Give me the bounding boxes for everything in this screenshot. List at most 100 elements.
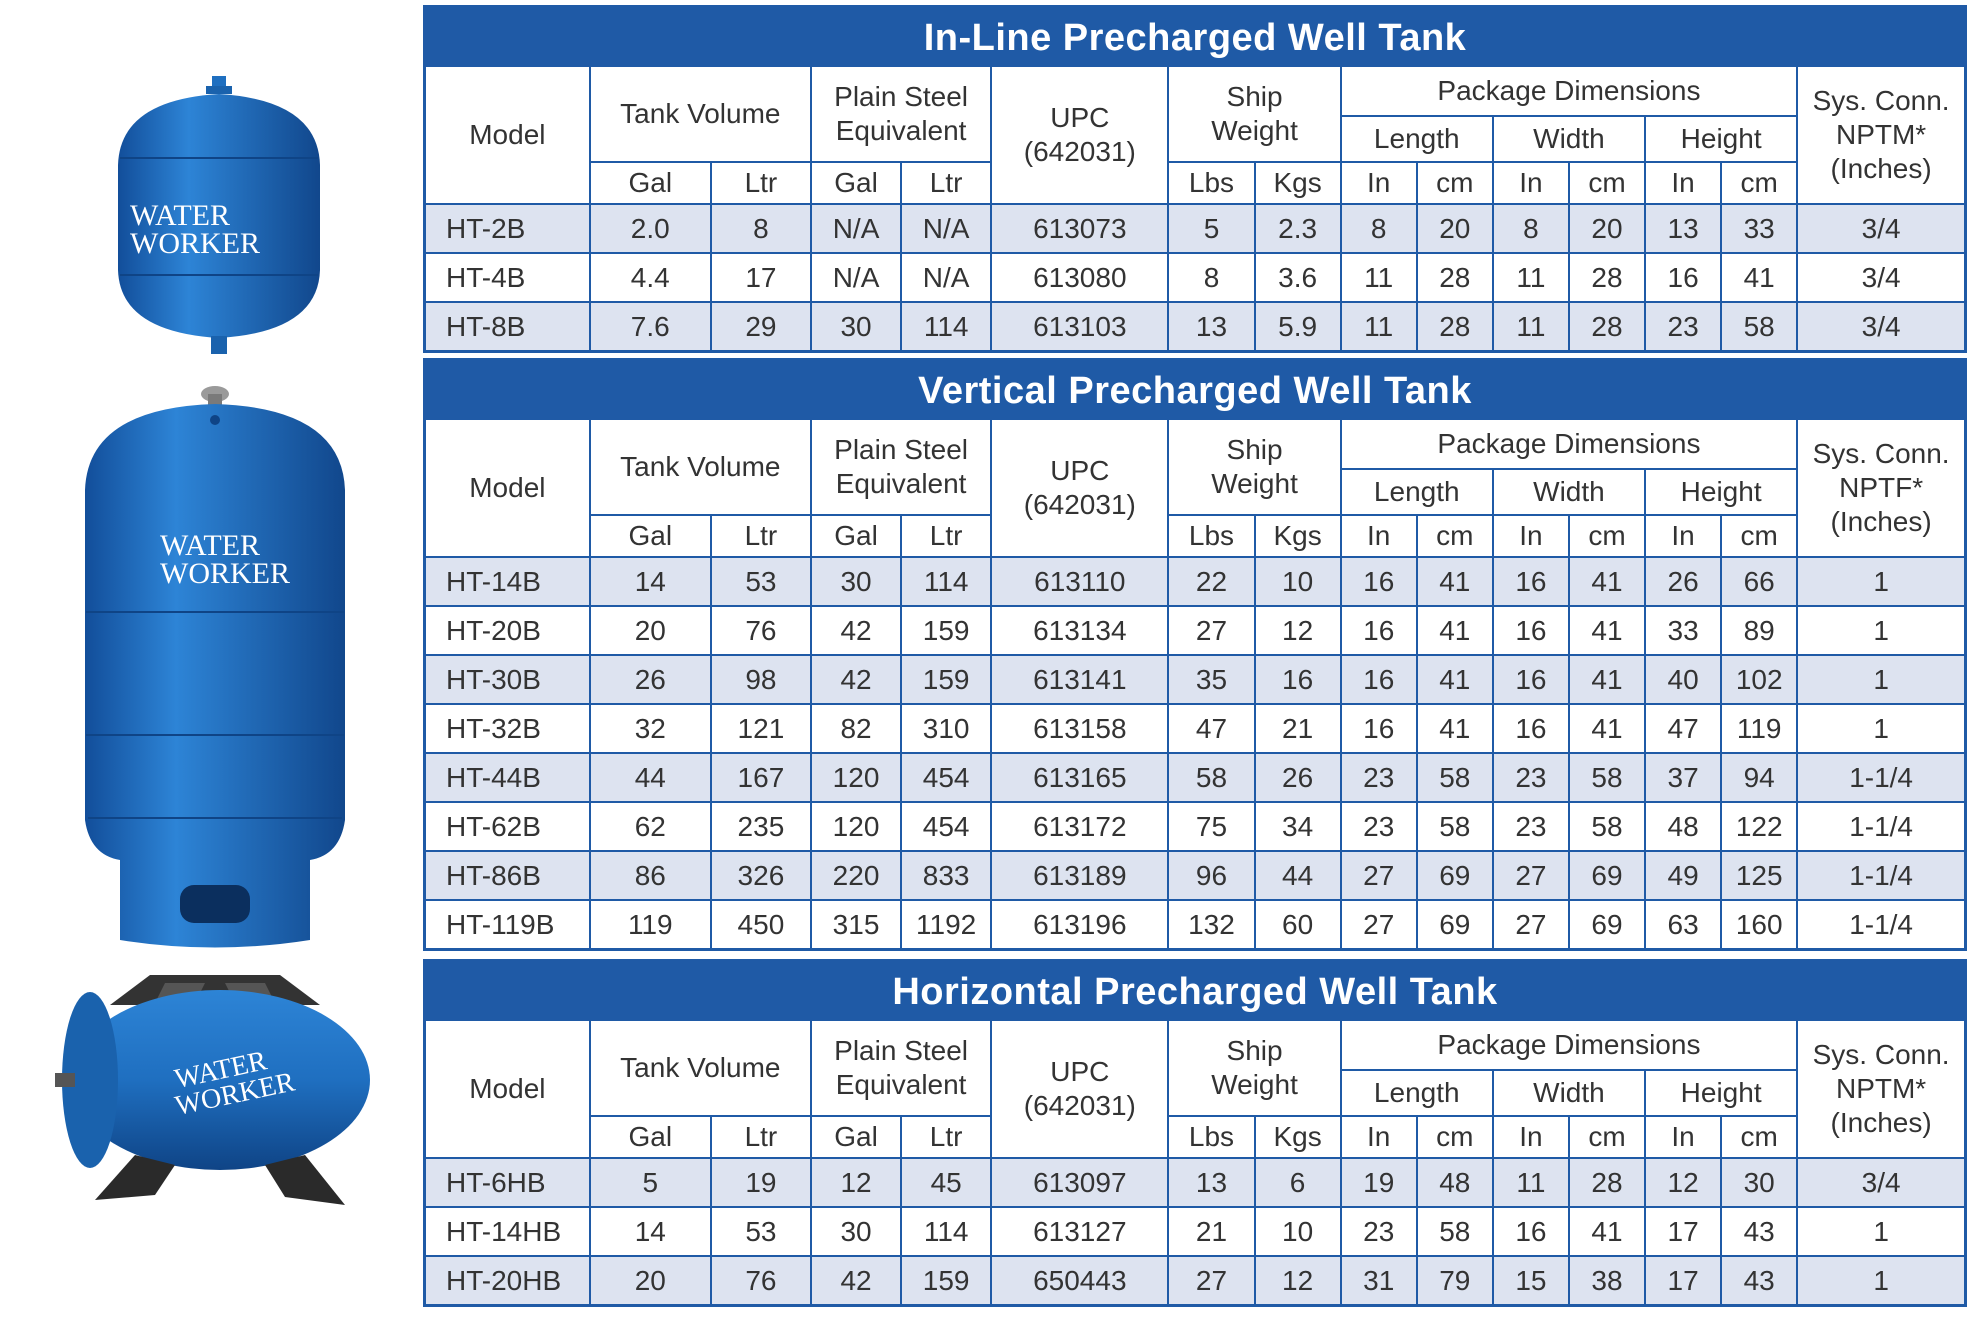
table-cell: 16 — [1644, 252, 1723, 303]
equivalent-label: Equivalent — [835, 468, 967, 499]
table-cell: 41 — [1720, 252, 1799, 303]
unit-header-in: In — [1644, 1115, 1723, 1159]
table-cell: 34 — [1253, 801, 1342, 852]
unit-header-cm: cm — [1720, 514, 1799, 558]
unit-header-in: In — [1339, 514, 1418, 558]
column-header-height: Height — [1644, 115, 1799, 163]
table-cell: 20 — [588, 1255, 712, 1307]
table-cell: 22 — [1167, 556, 1256, 607]
table-cell: 11 — [1339, 252, 1418, 303]
column-header-upc: UPC (642031) — [990, 1019, 1170, 1159]
table-cell: 16 — [1491, 605, 1570, 656]
unit-header-ltr: Ltr — [900, 514, 993, 558]
table-cell: 159 — [900, 605, 993, 656]
unit-header-cm: cm — [1720, 1115, 1799, 1159]
table-cell: 44 — [588, 752, 712, 803]
svg-text:WORKER: WORKER — [160, 557, 290, 590]
table-cell: 650443 — [990, 1255, 1170, 1307]
table-cell: 120 — [809, 752, 903, 803]
table-cell: 26 — [1253, 752, 1342, 803]
table-cell: N/A — [900, 252, 993, 303]
column-header-tank-volume: Tank Volume — [588, 1019, 812, 1117]
table-cell: 5 — [1167, 203, 1256, 254]
table-cell: 79 — [1415, 1255, 1494, 1307]
table-cell: 833 — [900, 850, 993, 901]
column-header-package-dimensions: Package Dimensions — [1339, 65, 1799, 117]
upc-label: UPC — [1050, 102, 1110, 133]
table-cell: 11 — [1491, 252, 1570, 303]
model-cell: HT-6HB — [423, 1157, 591, 1208]
column-header-plain-steel: Plain Steel Equivalent — [809, 65, 993, 163]
model-cell: HT-32B — [423, 703, 591, 754]
table-cell: 121 — [709, 703, 812, 754]
table-cell: 1 — [1796, 703, 1967, 754]
table-cell: 6 — [1253, 1157, 1342, 1208]
table-cell: 58 — [1720, 301, 1799, 353]
column-header-ship-weight: Ship Weight — [1167, 1019, 1342, 1117]
table-cell: 96 — [1167, 850, 1256, 901]
table-cell: 69 — [1567, 899, 1647, 951]
table-cell: 16 — [1491, 703, 1570, 754]
section-title: Horizontal Precharged Well Tank — [423, 959, 1967, 1019]
table-cell: 16 — [1491, 556, 1570, 607]
column-header-model: Model — [423, 1019, 591, 1159]
table-cell: 69 — [1567, 850, 1647, 901]
model-cell: HT-86B — [423, 850, 591, 901]
unit-header-gal: Gal — [588, 161, 712, 205]
table-cell: 3/4 — [1796, 301, 1967, 353]
table-cell: 120 — [809, 801, 903, 852]
table-cell: 14 — [588, 1206, 712, 1257]
table-cell: 28 — [1567, 252, 1647, 303]
table-cell: 326 — [709, 850, 812, 901]
sys-conn-label: Sys. Conn. — [1812, 1039, 1950, 1070]
unit-header-lbs: Lbs — [1167, 161, 1256, 205]
table-row: HT-20B 20 76 42 159 613134 27 12 16 41 16 41 33 89 1 — [423, 605, 1967, 656]
unit-header-in: In — [1644, 514, 1723, 558]
table-row: HT-44B 44 167 120 454 613165 58 26 23 58 23 58 37 94 1… — [423, 752, 1967, 803]
table-cell: 3/4 — [1796, 252, 1967, 303]
table-cell: 16 — [1339, 605, 1418, 656]
table-cell: 89 — [1720, 605, 1799, 656]
unit-header-lbs: Lbs — [1167, 1115, 1256, 1159]
upc-prefix-label: (642031) — [1023, 1090, 1136, 1121]
unit-header-in: In — [1491, 514, 1570, 558]
unit-header-cm: cm — [1567, 514, 1647, 558]
column-header-upc: UPC (642031) — [990, 65, 1170, 205]
column-header-model: Model — [423, 65, 591, 205]
column-header-length: Length — [1339, 1069, 1494, 1117]
table-cell: 41 — [1567, 605, 1647, 656]
table-cell: 29 — [709, 301, 812, 353]
table-cell: 27 — [1339, 850, 1418, 901]
column-header-sys-conn: Sys. Conn. NPTM* (Inches) — [1796, 1019, 1967, 1159]
table-cell: 27 — [1491, 899, 1570, 951]
column-header-plain-steel: Plain Steel Equivalent — [809, 1019, 993, 1117]
table-cell: 75 — [1167, 801, 1256, 852]
table-cell: 35 — [1167, 654, 1256, 705]
table-cell: 3/4 — [1796, 203, 1967, 254]
table-cell: 41 — [1567, 703, 1647, 754]
column-header-plain-steel: Plain Steel Equivalent — [809, 418, 993, 516]
column-header-sys-conn: Sys. Conn. NPTF* (Inches) — [1796, 418, 1967, 558]
table-cell: 122 — [1720, 801, 1799, 852]
table-cell: 42 — [809, 654, 903, 705]
table-cell: 69 — [1415, 899, 1494, 951]
table-cell: 315 — [809, 899, 903, 951]
table-cell: 27 — [1167, 605, 1256, 656]
table-cell: 30 — [809, 556, 903, 607]
table-cell: 8 — [1339, 203, 1418, 254]
table-cell: 16 — [1339, 703, 1418, 754]
table-cell: 613172 — [990, 801, 1170, 852]
table-cell: 114 — [900, 556, 993, 607]
table-cell: 17 — [1644, 1206, 1723, 1257]
unit-header-in: In — [1491, 161, 1570, 205]
inline-tank-image: WATER WORKER — [118, 76, 320, 354]
column-header-model: Model — [423, 418, 591, 558]
table-cell: 58 — [1567, 801, 1647, 852]
table-cell: 14 — [588, 556, 712, 607]
horizontal-tank-image: WATER WORKER — [55, 975, 370, 1205]
table-cell: 76 — [709, 1255, 812, 1307]
table-cell: 114 — [900, 1206, 993, 1257]
table-cell: N/A — [809, 203, 903, 254]
table-cell: 41 — [1567, 654, 1647, 705]
table-cell: 613097 — [990, 1157, 1170, 1208]
